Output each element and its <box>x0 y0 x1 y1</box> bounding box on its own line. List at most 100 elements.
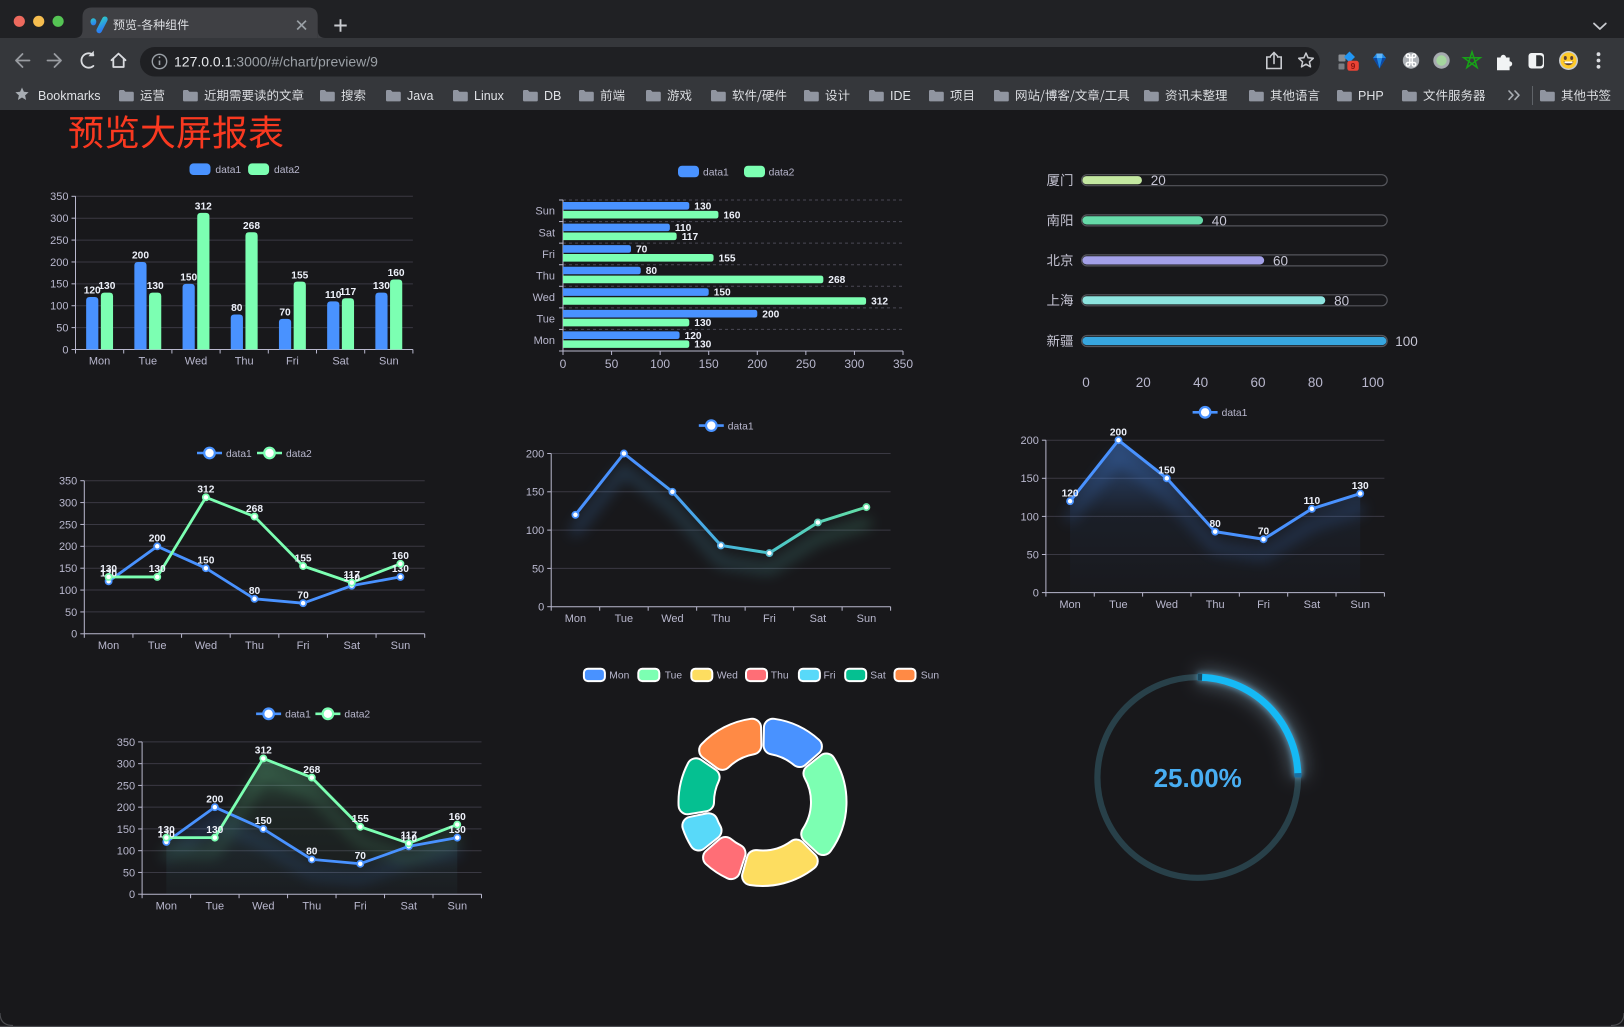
svg-text:data1: data1 <box>728 421 754 432</box>
svg-text:80: 80 <box>306 847 318 858</box>
svg-text:250: 250 <box>50 235 68 247</box>
svg-text:150: 150 <box>50 279 68 291</box>
svg-text:Sun: Sun <box>1350 599 1370 611</box>
svg-text:Wed: Wed <box>252 901 274 913</box>
svg-text:120: 120 <box>84 286 101 297</box>
svg-text:130: 130 <box>98 281 115 292</box>
svg-text:40: 40 <box>1193 375 1208 390</box>
svg-text:130: 130 <box>206 825 223 836</box>
svg-text:200: 200 <box>59 541 77 553</box>
svg-text:200: 200 <box>762 309 779 320</box>
svg-text:127.0.0.1:3000/#/chart/preview: 127.0.0.1:3000/#/chart/preview/9 <box>174 54 378 70</box>
svg-text:Fri: Fri <box>286 356 299 368</box>
svg-text:110: 110 <box>344 573 361 584</box>
svg-text:Tue: Tue <box>665 671 683 682</box>
svg-text:Mon: Mon <box>534 335 555 347</box>
svg-text:110: 110 <box>675 223 692 234</box>
svg-text:100: 100 <box>1362 375 1385 390</box>
svg-text:120: 120 <box>1062 488 1079 499</box>
svg-text:155: 155 <box>352 814 369 825</box>
svg-text:Fri: Fri <box>542 249 555 261</box>
svg-text:200: 200 <box>747 357 767 371</box>
svg-text:150: 150 <box>1021 473 1039 485</box>
svg-text:268: 268 <box>828 275 845 286</box>
svg-text:150: 150 <box>699 357 719 371</box>
svg-text:160: 160 <box>388 268 405 279</box>
svg-text:100: 100 <box>117 846 135 858</box>
svg-text:Sat: Sat <box>401 901 418 913</box>
svg-text:50: 50 <box>123 867 135 879</box>
svg-text:Bookmarks: Bookmarks <box>38 89 101 103</box>
svg-text:80: 80 <box>646 266 658 277</box>
svg-text:25.00%: 25.00% <box>1154 763 1242 793</box>
svg-text:Thu: Thu <box>1206 599 1225 611</box>
svg-text:Fri: Fri <box>354 901 367 913</box>
svg-text:Tue: Tue <box>536 313 555 325</box>
svg-text:100: 100 <box>59 585 77 597</box>
svg-text:300: 300 <box>844 357 864 371</box>
svg-text:200: 200 <box>132 251 149 262</box>
svg-text:50: 50 <box>65 607 77 619</box>
svg-text:312: 312 <box>197 485 214 496</box>
svg-text:155: 155 <box>291 270 308 281</box>
svg-text:70: 70 <box>355 851 367 862</box>
svg-text:350: 350 <box>59 476 77 488</box>
svg-text:Sat: Sat <box>1304 599 1321 611</box>
svg-text:Wed: Wed <box>195 640 217 652</box>
svg-text:data1: data1 <box>215 165 241 176</box>
svg-text:120: 120 <box>685 331 702 342</box>
svg-text:IDE: IDE <box>890 89 911 103</box>
svg-text:130: 130 <box>149 564 166 575</box>
svg-text:117: 117 <box>344 570 361 581</box>
svg-text:Tue: Tue <box>206 901 225 913</box>
svg-text:Tue: Tue <box>139 356 158 368</box>
svg-text:Fri: Fri <box>824 671 836 682</box>
svg-text:150: 150 <box>117 824 135 836</box>
svg-text:20: 20 <box>1151 173 1166 188</box>
svg-text:Thu: Thu <box>245 640 264 652</box>
svg-text:Mon: Mon <box>98 640 119 652</box>
svg-text:110: 110 <box>325 290 342 301</box>
svg-text:150: 150 <box>1158 466 1175 477</box>
svg-text:110: 110 <box>401 834 418 845</box>
svg-text:100: 100 <box>1395 334 1418 349</box>
svg-text:130: 130 <box>158 825 175 836</box>
svg-text:268: 268 <box>243 221 260 232</box>
svg-text:100: 100 <box>1021 511 1039 523</box>
svg-text:Wed: Wed <box>185 356 207 368</box>
svg-text:Tue: Tue <box>1109 599 1128 611</box>
svg-text:data1: data1 <box>226 449 252 460</box>
svg-text:Mon: Mon <box>1059 599 1080 611</box>
svg-text:300: 300 <box>117 759 135 771</box>
svg-text:150: 150 <box>197 555 214 566</box>
svg-text:Wed: Wed <box>661 613 683 625</box>
svg-text:Thu: Thu <box>302 901 321 913</box>
svg-text:80: 80 <box>249 586 261 597</box>
svg-text:Thu: Thu <box>235 356 254 368</box>
svg-text:DB: DB <box>544 89 561 103</box>
svg-text:350: 350 <box>50 191 68 203</box>
svg-text:Mon: Mon <box>565 613 586 625</box>
svg-text:Wed: Wed <box>717 671 738 682</box>
svg-text:130: 130 <box>1352 481 1369 492</box>
svg-text:data1: data1 <box>1222 408 1248 419</box>
svg-text:130: 130 <box>694 318 711 329</box>
svg-text:0: 0 <box>62 344 68 356</box>
svg-text:60: 60 <box>1250 375 1265 390</box>
svg-text:data1: data1 <box>703 167 729 178</box>
svg-text:117: 117 <box>401 831 418 842</box>
svg-text:150: 150 <box>59 563 77 575</box>
svg-text:0: 0 <box>1082 375 1090 390</box>
svg-text:Sat: Sat <box>344 640 361 652</box>
svg-text:Mon: Mon <box>609 671 629 682</box>
svg-text:Sun: Sun <box>448 901 468 913</box>
svg-text:Wed: Wed <box>1156 599 1178 611</box>
svg-text:Tue: Tue <box>615 613 634 625</box>
svg-text:Sun: Sun <box>921 671 940 682</box>
svg-text:Linux: Linux <box>474 89 505 103</box>
svg-text:70: 70 <box>297 590 309 601</box>
svg-text:0: 0 <box>1033 587 1039 599</box>
svg-text:Thu: Thu <box>771 671 789 682</box>
svg-text:50: 50 <box>1027 549 1039 561</box>
svg-text:130: 130 <box>694 201 711 212</box>
